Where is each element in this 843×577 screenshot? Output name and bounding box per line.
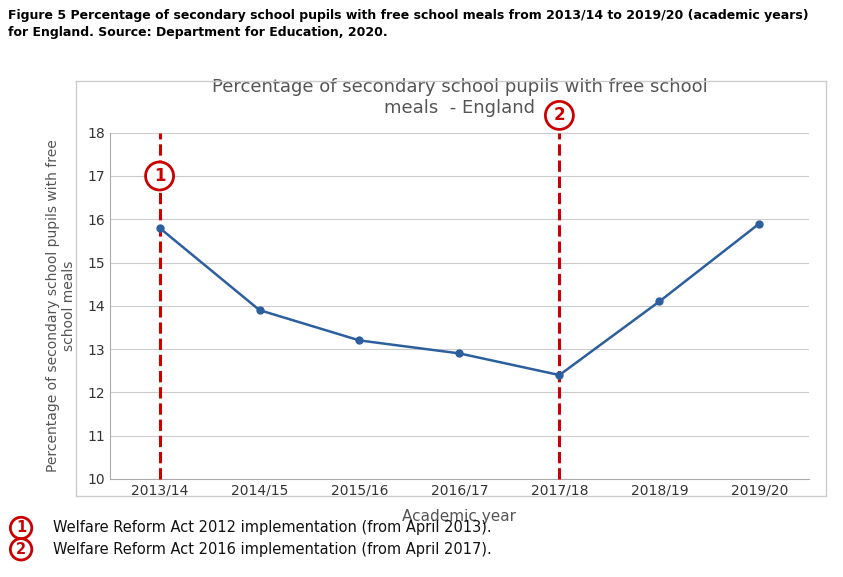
Text: 2: 2: [554, 106, 565, 125]
Title: Percentage of secondary school pupils with free school
meals  - England: Percentage of secondary school pupils wi…: [212, 78, 707, 117]
X-axis label: Academic year: Academic year: [402, 509, 517, 524]
Text: Figure 5 Percentage of secondary school pupils with free school meals from 2013/: Figure 5 Percentage of secondary school …: [8, 9, 809, 22]
Text: 2: 2: [16, 542, 26, 557]
Text: Welfare Reform Act 2016 implementation (from April 2017).: Welfare Reform Act 2016 implementation (…: [53, 542, 491, 557]
Y-axis label: Percentage of secondary school pupils with free
school meals: Percentage of secondary school pupils wi…: [46, 140, 76, 472]
Text: 1: 1: [153, 167, 165, 185]
Text: 1: 1: [16, 520, 26, 535]
Text: Welfare Reform Act 2012 implementation (from April 2013).: Welfare Reform Act 2012 implementation (…: [53, 520, 491, 535]
Text: for England. Source: Department for Education, 2020.: for England. Source: Department for Educ…: [8, 26, 388, 39]
